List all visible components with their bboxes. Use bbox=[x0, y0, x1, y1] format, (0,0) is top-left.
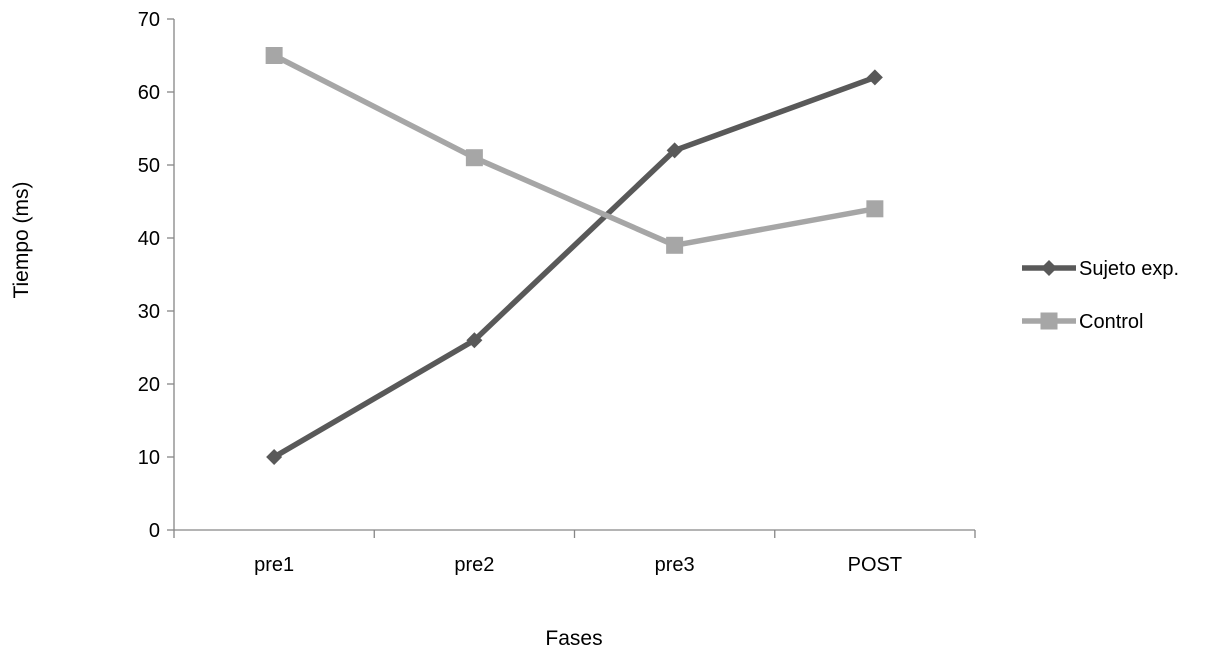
series-control bbox=[265, 47, 884, 254]
data-point bbox=[866, 69, 883, 86]
legend-label: Sujeto exp. bbox=[1079, 258, 1179, 280]
legend-marker bbox=[1040, 312, 1058, 330]
series-line bbox=[272, 74, 876, 460]
x-tick-label: POST bbox=[848, 554, 902, 576]
y-tick-label: 40 bbox=[138, 228, 160, 250]
legend-label: Control bbox=[1079, 311, 1143, 333]
data-point bbox=[266, 449, 283, 465]
y-tick-label: 70 bbox=[138, 9, 160, 31]
series-sujeto-exp bbox=[266, 69, 883, 465]
data-point bbox=[466, 332, 483, 349]
legend-item: Sujeto exp. bbox=[1022, 258, 1179, 280]
x-axis: pre1 pre2 pre3 POST bbox=[173, 529, 976, 576]
data-point bbox=[265, 47, 283, 64]
y-tick-label: 10 bbox=[138, 447, 160, 469]
data-point bbox=[465, 149, 483, 167]
data-point bbox=[666, 142, 683, 159]
x-tick-label: pre2 bbox=[454, 554, 494, 576]
y-axis: 0 10 20 30 40 50 60 70 bbox=[138, 9, 175, 542]
y-tick-label: 60 bbox=[138, 82, 160, 104]
y-tick-label: 0 bbox=[149, 520, 160, 542]
x-axis-title: Fases bbox=[545, 627, 602, 650]
x-tick-label: pre3 bbox=[655, 554, 695, 576]
legend-marker bbox=[1041, 260, 1057, 276]
y-axis-title: Tiempo (ms) bbox=[10, 181, 33, 298]
data-point bbox=[666, 236, 684, 254]
x-tick-label: pre1 bbox=[254, 554, 294, 576]
y-tick-label: 20 bbox=[138, 374, 160, 396]
series-line bbox=[272, 53, 876, 249]
legend: Sujeto exp. Control bbox=[1022, 258, 1179, 333]
plot-series bbox=[265, 47, 884, 465]
legend-item: Control bbox=[1022, 311, 1143, 333]
y-tick-label: 30 bbox=[138, 301, 160, 323]
y-tick-label: 50 bbox=[138, 155, 160, 177]
data-point bbox=[866, 200, 884, 218]
